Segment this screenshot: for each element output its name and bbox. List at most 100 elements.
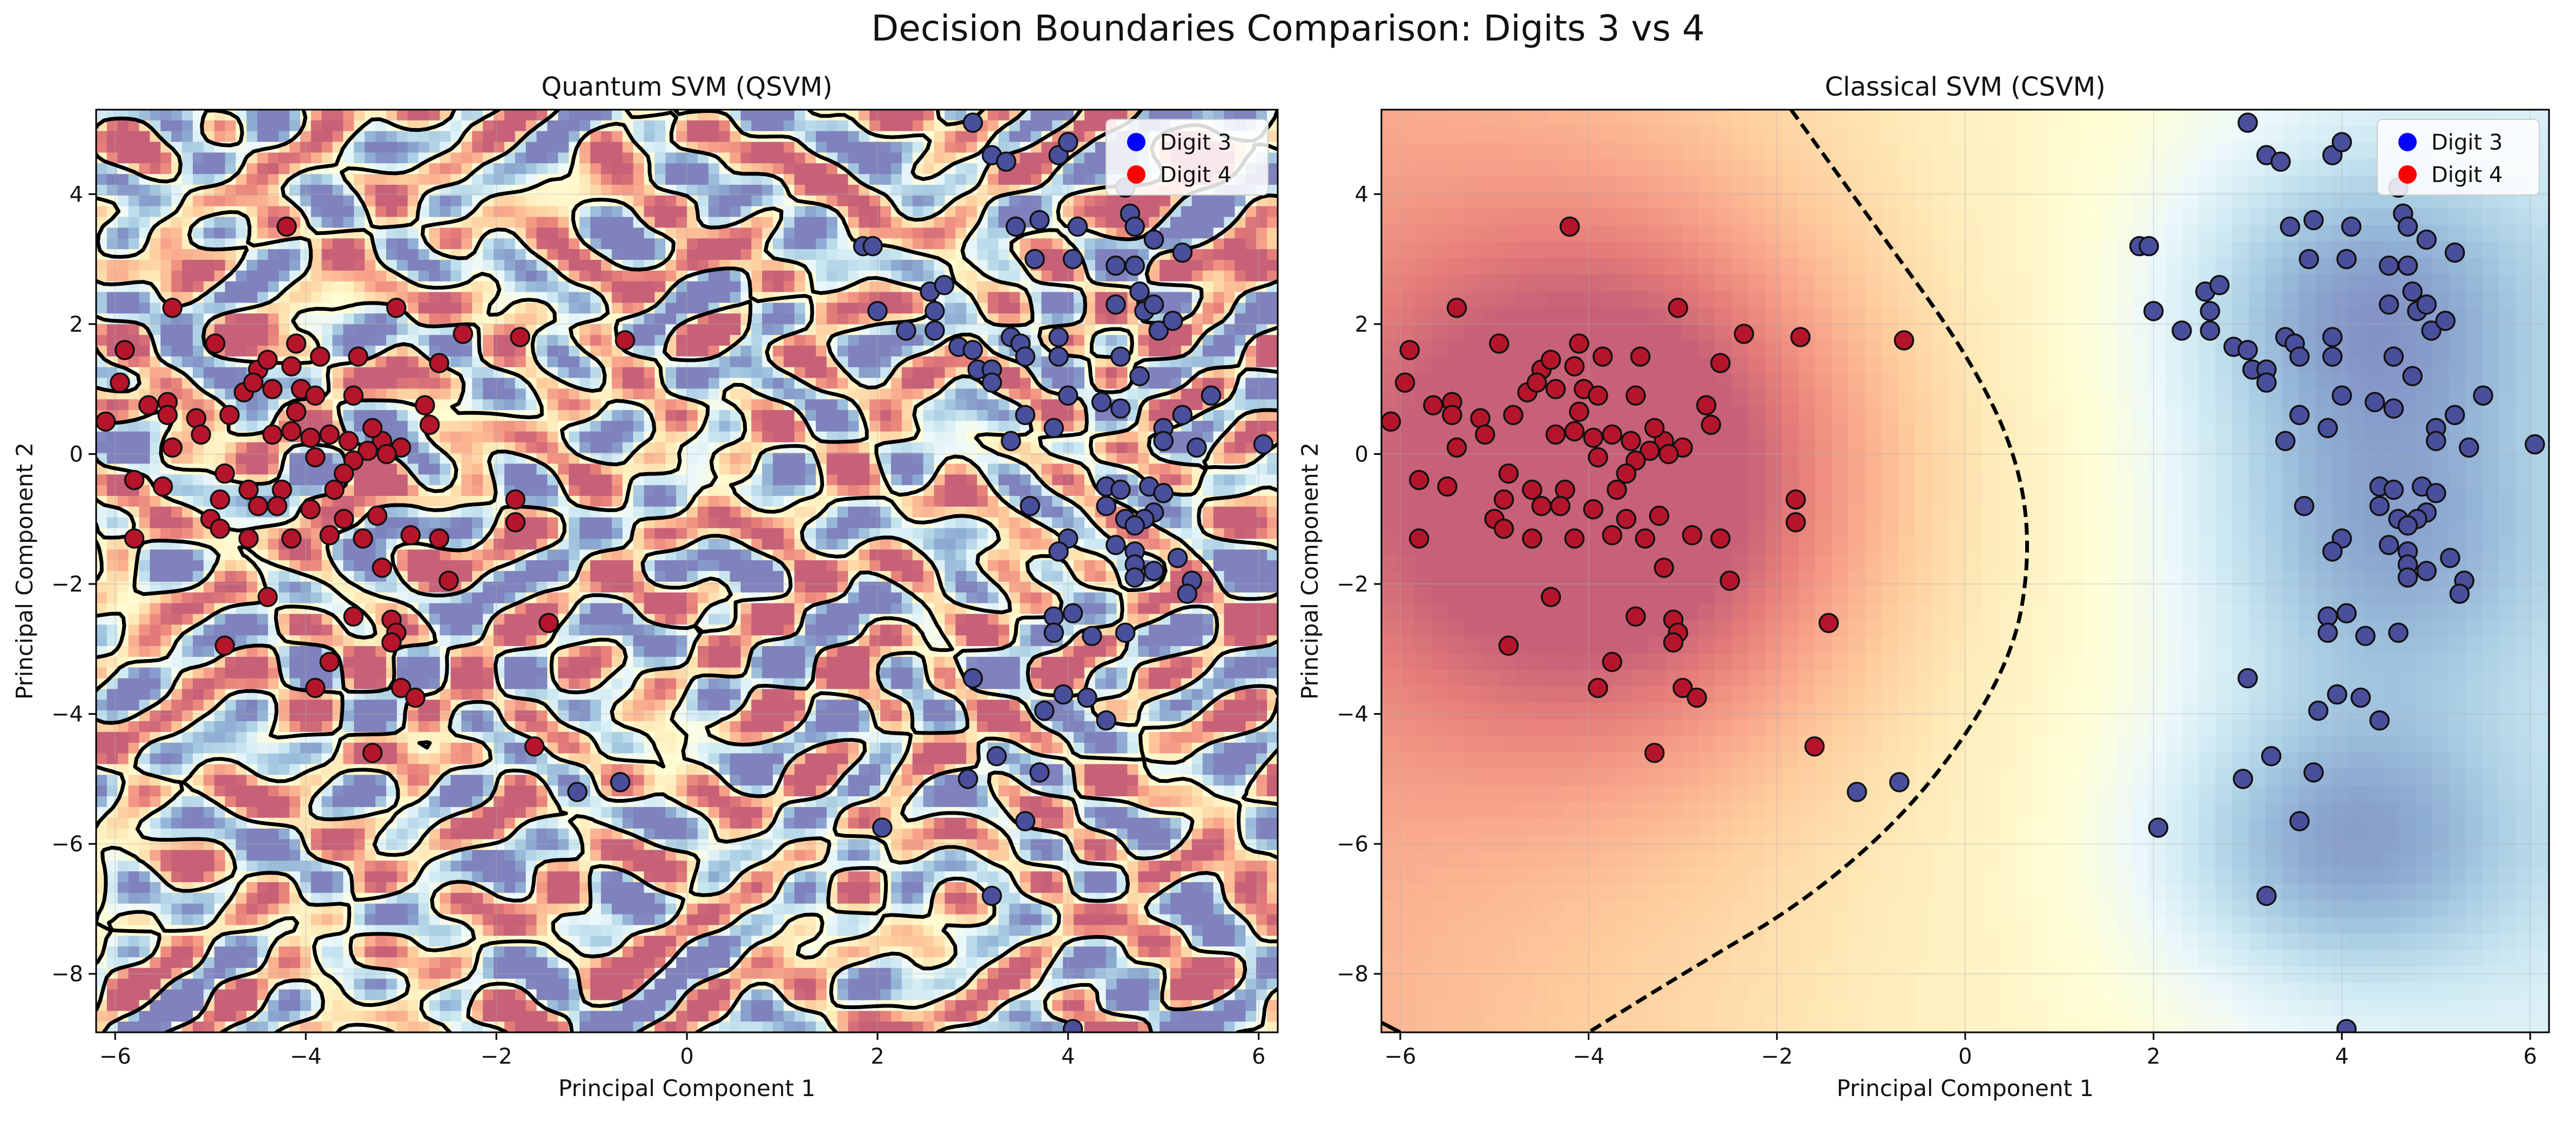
point-digit-3 <box>2210 276 2229 294</box>
point-digit-4 <box>282 357 301 375</box>
point-digit-4 <box>1547 425 1565 444</box>
point-digit-3 <box>2234 770 2252 788</box>
point-digit-4 <box>163 439 181 457</box>
x-axis-label: Principal Component 1 <box>1837 1075 2094 1101</box>
point-digit-4 <box>125 471 144 489</box>
x-tick-label: 0 <box>680 1044 693 1069</box>
point-digit-4 <box>1381 412 1400 431</box>
point-digit-3 <box>1083 627 1101 645</box>
y-tick-label: −4 <box>1337 702 1368 727</box>
point-digit-3 <box>2370 711 2389 730</box>
point-digit-3 <box>2380 536 2398 554</box>
point-digit-4 <box>1396 373 1414 392</box>
x-tick-label: 4 <box>2335 1044 2349 1069</box>
point-digit-4 <box>239 529 258 548</box>
point-digit-3 <box>2427 432 2445 450</box>
point-digit-4 <box>1523 529 1541 548</box>
point-digit-4 <box>344 386 362 405</box>
point-digit-3 <box>2399 257 2417 275</box>
point-digit-4 <box>1443 406 1461 424</box>
point-digit-4 <box>239 481 258 499</box>
panel-title: Quantum SVM (QSVM) <box>541 72 832 102</box>
point-digit-3 <box>1174 406 1192 424</box>
point-digit-3 <box>1002 432 1020 450</box>
point-digit-4 <box>1589 386 1607 405</box>
x-tick-label: −6 <box>99 1044 131 1069</box>
point-digit-3 <box>988 747 1006 765</box>
panel-title: Classical SVM (CSVM) <box>1825 72 2106 102</box>
point-digit-4 <box>97 412 115 431</box>
point-digit-4 <box>1697 396 1716 414</box>
point-digit-3 <box>1097 497 1115 515</box>
point-digit-4 <box>206 334 225 353</box>
point-digit-3 <box>2399 568 2417 587</box>
point-digit-3 <box>1059 386 1077 405</box>
point-digit-4 <box>263 425 281 444</box>
point-digit-3 <box>2436 312 2454 330</box>
legend-label-digit-3: Digit 3 <box>1160 130 1231 155</box>
point-digit-3 <box>1059 133 1077 151</box>
point-digit-3 <box>2323 347 2342 366</box>
point-digit-3 <box>2380 295 2398 314</box>
point-digit-4 <box>1565 357 1583 375</box>
point-digit-3 <box>2276 432 2295 450</box>
point-digit-4 <box>1791 328 1810 346</box>
point-digit-3 <box>963 113 982 132</box>
point-digit-3 <box>2257 886 2276 905</box>
point-digit-4 <box>320 425 339 444</box>
point-digit-4 <box>406 689 424 707</box>
point-digit-4 <box>506 513 524 532</box>
point-digit-3 <box>1178 584 1196 603</box>
point-digit-3 <box>2403 367 2422 385</box>
y-tick-label: −6 <box>1337 832 1368 857</box>
point-digit-3 <box>2427 484 2445 502</box>
point-digit-4 <box>1589 679 1607 697</box>
point-digit-4 <box>125 529 144 548</box>
point-digit-3 <box>1188 439 1206 457</box>
point-digit-4 <box>192 425 210 444</box>
point-digit-4 <box>440 572 458 590</box>
x-tick-label: 6 <box>1252 1044 1265 1069</box>
point-digit-3 <box>1130 283 1149 301</box>
point-digit-4 <box>1786 513 1805 532</box>
point-digit-3 <box>2309 702 2328 720</box>
point-digit-4 <box>220 406 239 424</box>
point-digit-4 <box>1895 331 1913 350</box>
point-digit-4 <box>340 432 358 450</box>
y-tick-label: 0 <box>1355 442 1368 467</box>
point-digit-4 <box>306 448 325 467</box>
point-digit-4 <box>1721 572 1739 590</box>
point-digit-4 <box>1570 402 1588 421</box>
point-digit-3 <box>1145 562 1163 580</box>
point-digit-4 <box>368 507 387 525</box>
point-digit-4 <box>1711 529 1730 548</box>
point-digit-3 <box>2365 393 2384 411</box>
point-digit-4 <box>1499 636 1518 655</box>
point-digit-4 <box>335 465 353 483</box>
point-digit-4 <box>158 406 177 424</box>
point-digit-4 <box>1711 354 1730 372</box>
point-digit-3 <box>568 783 586 801</box>
point-digit-3 <box>983 886 1001 905</box>
point-digit-4 <box>1570 334 1588 353</box>
y-tick-label: −8 <box>1337 962 1368 987</box>
point-digit-3 <box>2399 516 2417 535</box>
point-digit-4 <box>1636 529 1654 548</box>
point-digit-4 <box>1424 396 1442 414</box>
point-digit-4 <box>525 737 544 756</box>
point-digit-4 <box>1547 380 1565 398</box>
point-digit-4 <box>1617 510 1635 528</box>
x-tick-label: 6 <box>2523 1044 2537 1069</box>
point-digit-4 <box>282 529 301 548</box>
point-digit-4 <box>287 334 306 353</box>
point-digit-3 <box>2417 231 2436 249</box>
point-digit-3 <box>2328 686 2346 704</box>
x-tick-label: 2 <box>871 1044 884 1069</box>
point-digit-4 <box>139 396 158 414</box>
point-digit-3 <box>2450 584 2469 603</box>
point-digit-4 <box>1669 299 1687 317</box>
